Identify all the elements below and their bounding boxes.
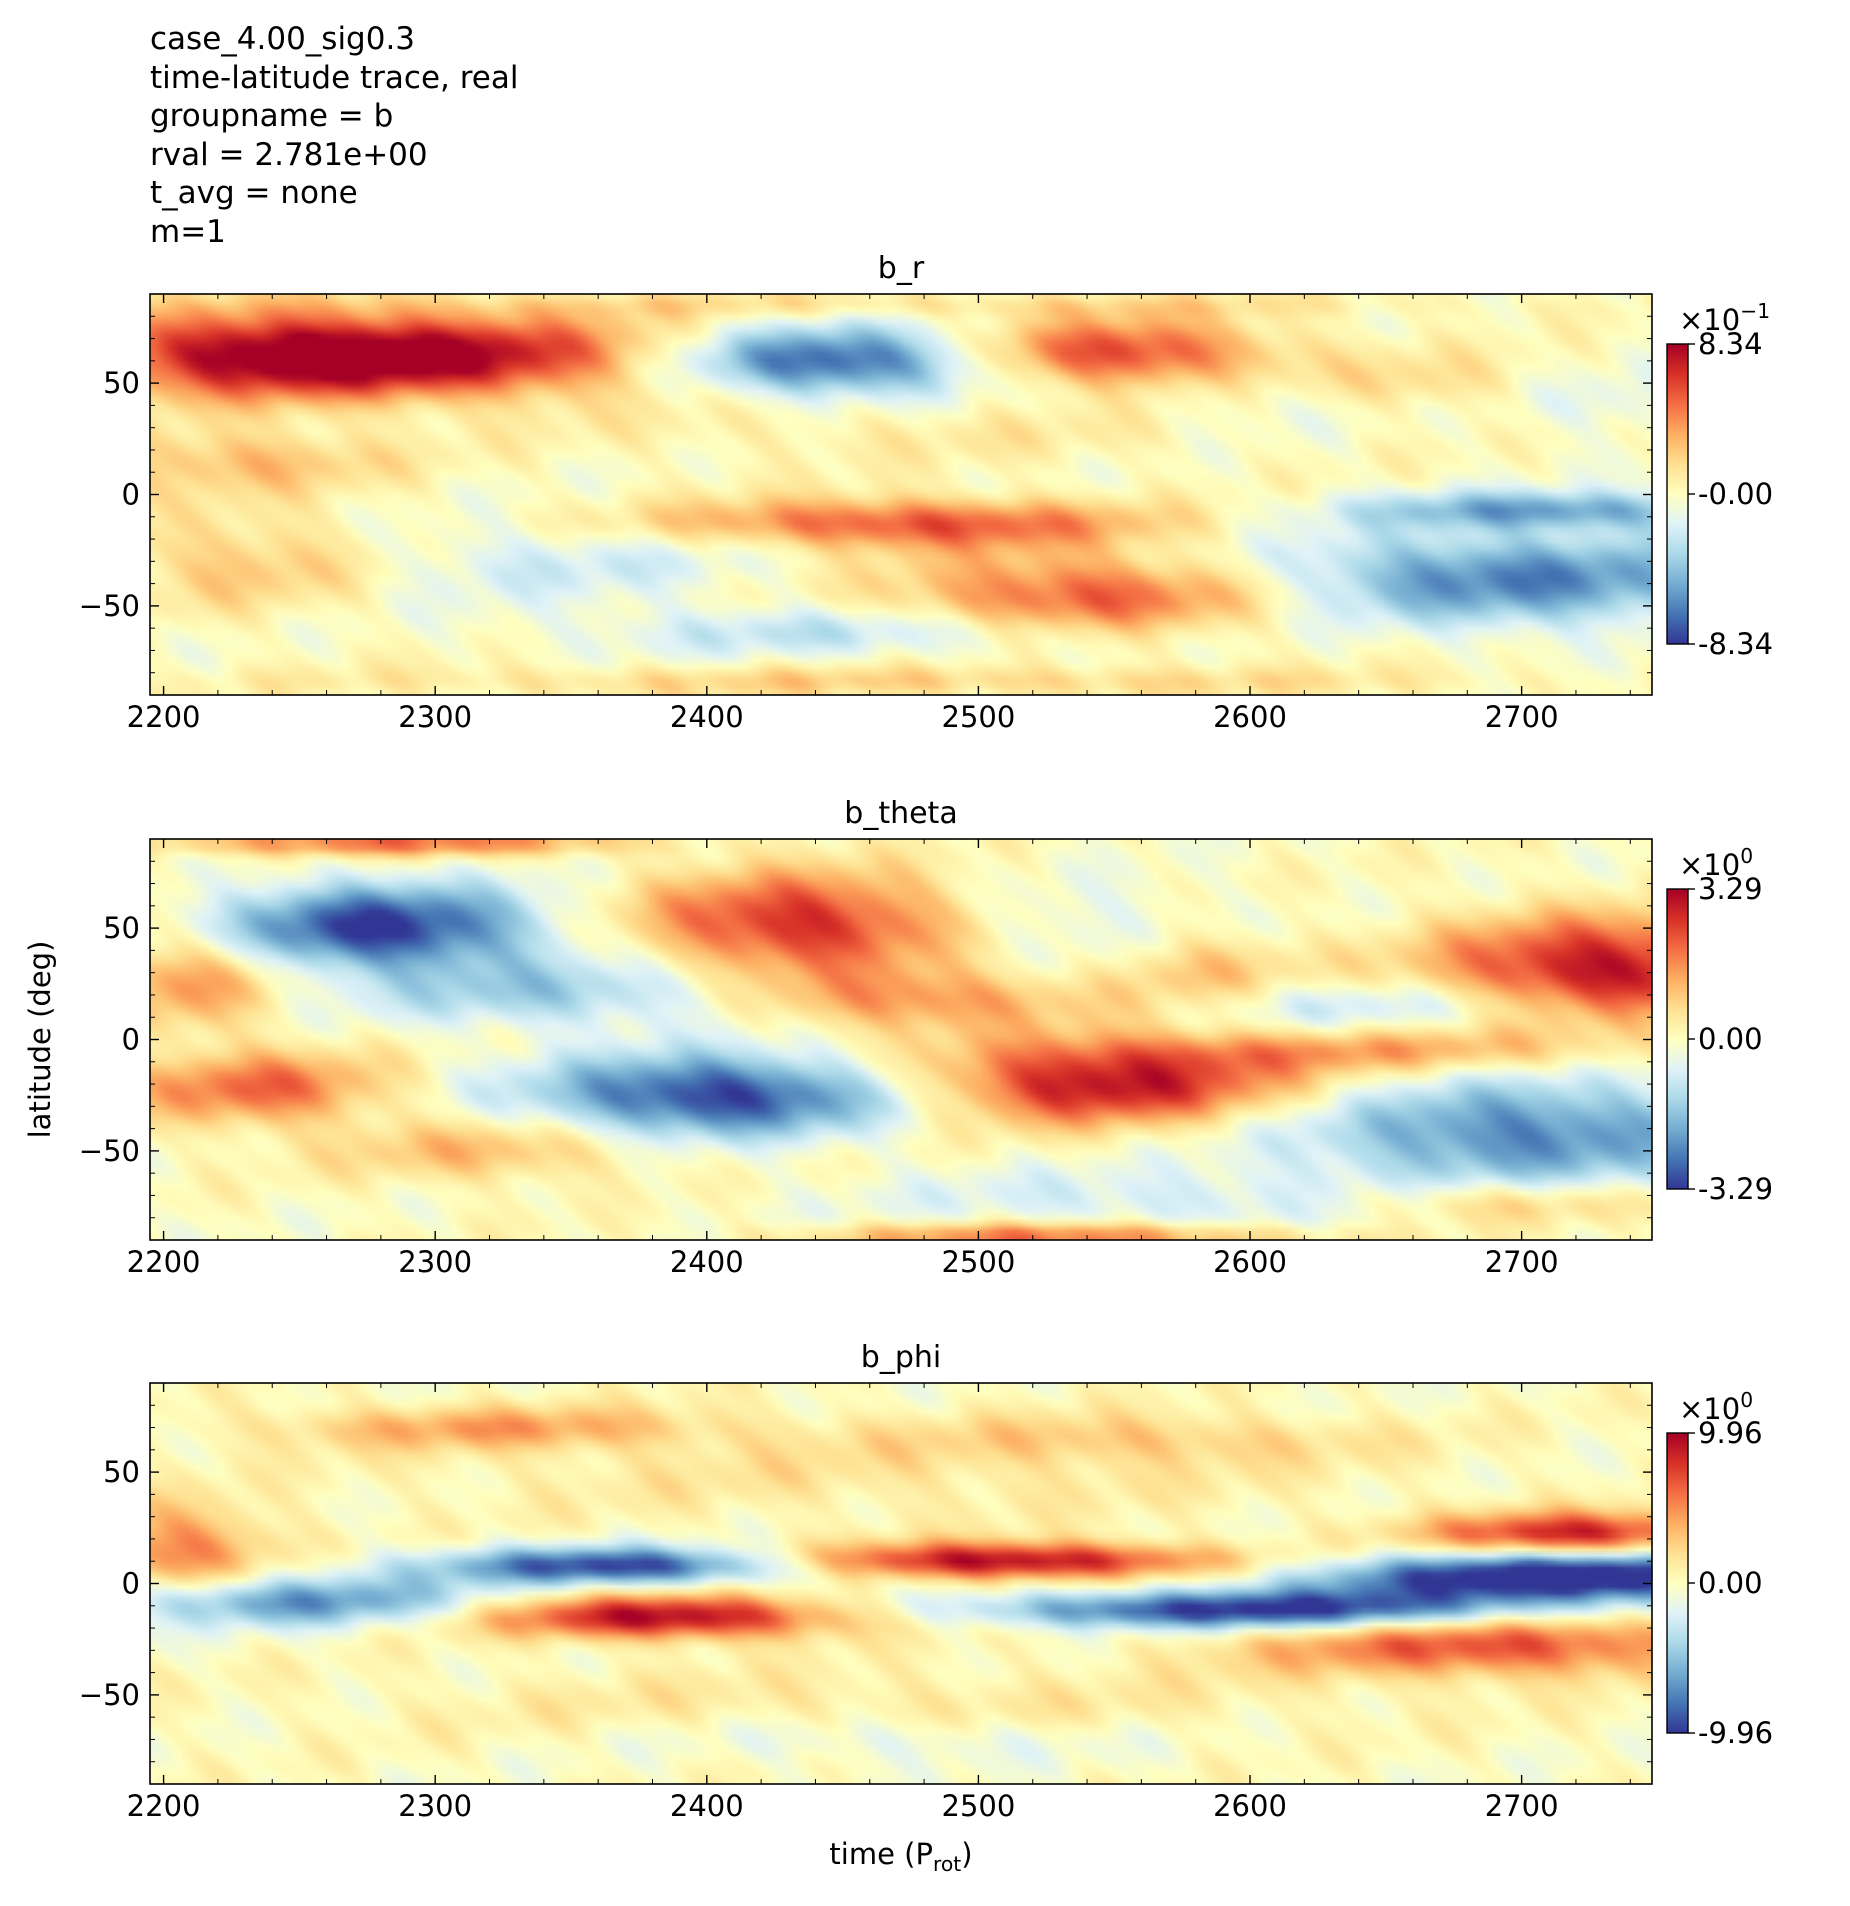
header-line-groupname: groupname = b bbox=[150, 98, 394, 135]
x-tick-label: 2600 bbox=[1213, 1789, 1287, 1823]
x-tick-label: 2500 bbox=[942, 1245, 1016, 1279]
x-tick-label: 2300 bbox=[398, 700, 472, 734]
header-line-case: case_4.00_sig0.3 bbox=[150, 21, 416, 57]
colorbar-exponent-power: 0 bbox=[1740, 844, 1753, 868]
y-axis: 50 0 −50 bbox=[79, 315, 1652, 674]
y-tick-label: −50 bbox=[79, 1134, 140, 1168]
x-tick-label: 2600 bbox=[1213, 700, 1287, 734]
colorbar-mid-label: -0.00 bbox=[1698, 477, 1773, 511]
y-axis: 50 0 −50 bbox=[79, 860, 1652, 1219]
panel-title: b_r bbox=[878, 251, 925, 286]
x-axis-label: time (Prot) bbox=[829, 1837, 972, 1876]
x-axis-label-subscript: rot bbox=[933, 1852, 961, 1876]
x-tick-label: 2600 bbox=[1213, 1245, 1287, 1279]
x-tick-label: 2200 bbox=[127, 1245, 201, 1279]
y-axis: 50 0 −50 bbox=[79, 1404, 1652, 1763]
y-tick-label: 0 bbox=[122, 478, 140, 512]
colorbar-gradient bbox=[1666, 888, 1689, 1190]
x-tick-label: 2500 bbox=[942, 700, 1016, 734]
y-tick-label: −50 bbox=[79, 589, 140, 623]
y-axis-label: latitude (deg) bbox=[23, 941, 57, 1139]
panel-title: b_theta bbox=[844, 796, 957, 831]
panel-title: b_phi bbox=[861, 1340, 941, 1375]
x-tick-label: 2700 bbox=[1485, 1789, 1559, 1823]
y-tick-label: 0 bbox=[122, 1567, 140, 1601]
colorbar-exponent-base: ×10 bbox=[1679, 303, 1740, 337]
colorbar-exponent-label: ×10−1 bbox=[1679, 299, 1770, 337]
colorbar-exponent-base: ×10 bbox=[1679, 1392, 1740, 1426]
x-tick-label: 2700 bbox=[1485, 700, 1559, 734]
x-axis-label-close: ) bbox=[961, 1837, 972, 1871]
colorbar-exponent-label: ×100 bbox=[1679, 844, 1753, 882]
x-tick-label: 2400 bbox=[670, 1245, 744, 1279]
panel-b-theta: b_theta 2200 2300 2400 2500 2600 2700 50 0 −50 lat… bbox=[23, 796, 1773, 1279]
heatmap-image bbox=[150, 294, 1652, 695]
heatmap-image bbox=[150, 839, 1652, 1240]
y-tick-label: 50 bbox=[103, 1455, 140, 1489]
y-tick-label: 50 bbox=[103, 366, 140, 400]
panel-b-phi: b_phi 2200 2300 2400 2500 2600 2700 50 0 −50 time … bbox=[79, 1340, 1773, 1876]
panel-b-r: b_r 2200 2300 2400 2500 2600 2700 50 0 −50 8.34 -0.… bbox=[79, 251, 1773, 734]
x-tick-label: 2400 bbox=[670, 1789, 744, 1823]
colorbar-max-label: 9.96 bbox=[1698, 1416, 1763, 1450]
colorbar-exponent-power: 0 bbox=[1740, 1388, 1753, 1412]
colorbar-max-label: 3.29 bbox=[1698, 872, 1763, 906]
colorbar-min-label: -9.96 bbox=[1698, 1716, 1773, 1750]
header-line-rval: rval = 2.781e+00 bbox=[150, 136, 428, 173]
x-tick-label: 2500 bbox=[942, 1789, 1016, 1823]
header-line-m: m=1 bbox=[150, 213, 226, 250]
colorbar-exponent-power: −1 bbox=[1740, 299, 1770, 323]
x-tick-label: 2700 bbox=[1485, 1245, 1559, 1279]
header-line-trace-type: time-latitude trace, real bbox=[150, 59, 519, 96]
colorbar-exponent-label: ×100 bbox=[1679, 1388, 1753, 1426]
colorbar-gradient bbox=[1666, 343, 1689, 645]
colorbar-mid-label: 0.00 bbox=[1698, 1022, 1763, 1056]
x-tick-label: 2300 bbox=[398, 1245, 472, 1279]
y-tick-label: 50 bbox=[103, 911, 140, 945]
colorbar-exponent-base: ×10 bbox=[1679, 848, 1740, 882]
y-tick-label: −50 bbox=[79, 1678, 140, 1712]
x-axis: 2200 2300 2400 2500 2600 2700 bbox=[127, 294, 1631, 734]
colorbar-min-label: -3.29 bbox=[1698, 1172, 1773, 1206]
x-axis: 2200 2300 2400 2500 2600 2700 bbox=[127, 839, 1631, 1279]
x-axis: 2200 2300 2400 2500 2600 2700 bbox=[127, 1383, 1631, 1823]
x-tick-label: 2400 bbox=[670, 700, 744, 734]
colorbar: 9.96 0.00 -9.96 ×100 bbox=[1666, 1388, 1773, 1750]
x-tick-label: 2200 bbox=[127, 700, 201, 734]
heatmap-image bbox=[150, 1383, 1652, 1784]
colorbar-min-label: -8.34 bbox=[1698, 627, 1773, 661]
colorbar-max-label: 8.34 bbox=[1698, 327, 1763, 361]
colorbar-mid-label: 0.00 bbox=[1698, 1566, 1763, 1600]
header-line-tavg: t_avg = none bbox=[150, 175, 358, 212]
colorbar-gradient bbox=[1666, 1432, 1689, 1734]
colorbar: 3.29 0.00 -3.29 ×100 bbox=[1666, 844, 1773, 1206]
y-tick-label: 0 bbox=[122, 1023, 140, 1057]
x-tick-label: 2300 bbox=[398, 1789, 472, 1823]
x-axis-label-main: time (P bbox=[829, 1837, 933, 1871]
figure-header: case_4.00_sig0.3 time-latitude trace, re… bbox=[150, 20, 518, 252]
x-tick-label: 2200 bbox=[127, 1789, 201, 1823]
colorbar: 8.34 -0.00 -8.34 ×10−1 bbox=[1666, 299, 1773, 661]
